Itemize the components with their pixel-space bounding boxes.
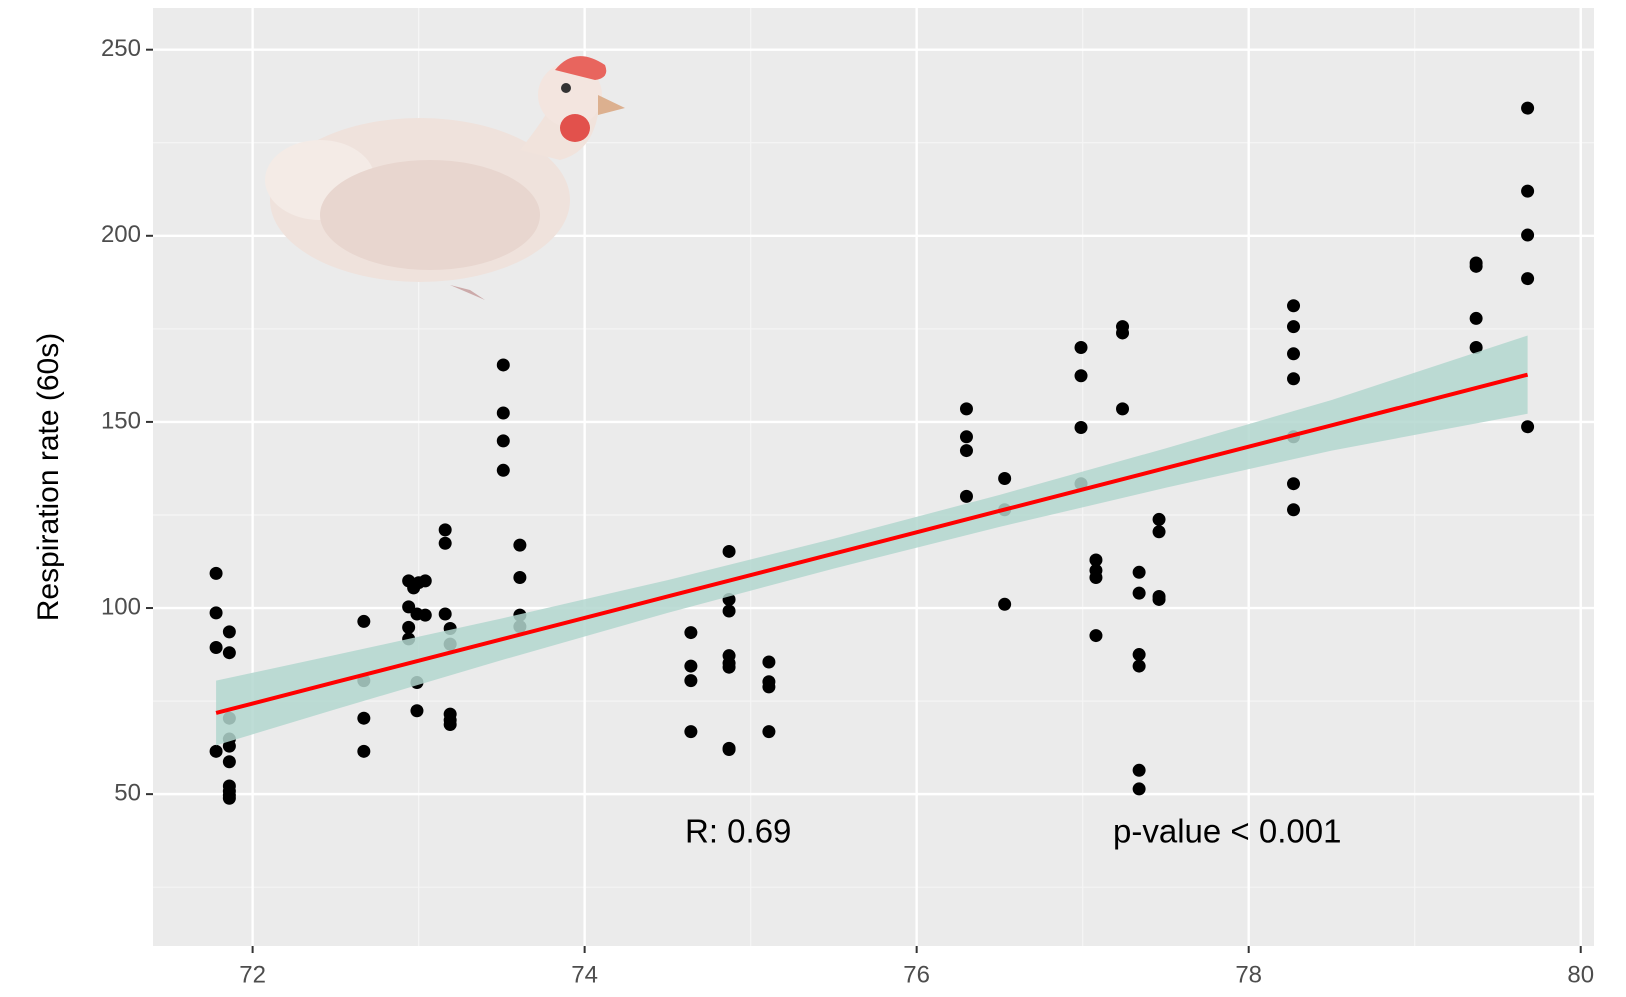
point bbox=[438, 536, 452, 550]
regression-line bbox=[215, 372, 1529, 715]
point bbox=[762, 680, 776, 694]
point bbox=[722, 544, 736, 558]
point bbox=[1132, 586, 1146, 600]
point bbox=[407, 581, 421, 595]
point bbox=[438, 523, 452, 537]
point bbox=[722, 604, 736, 618]
x-tick-label: 74 bbox=[571, 961, 598, 988]
y-tick-label: 100 bbox=[101, 593, 141, 620]
point bbox=[1132, 763, 1146, 777]
point bbox=[496, 463, 510, 477]
point bbox=[1152, 592, 1166, 606]
point bbox=[959, 430, 973, 444]
point bbox=[357, 744, 371, 758]
point bbox=[1287, 299, 1301, 313]
point bbox=[1469, 259, 1483, 273]
point bbox=[222, 755, 236, 769]
point bbox=[684, 626, 698, 640]
y-axis-label: Respiration rate (60s) bbox=[32, 333, 65, 621]
y-tick-label: 150 bbox=[101, 407, 141, 434]
point bbox=[443, 718, 457, 732]
annotation: R: 0.69 bbox=[685, 813, 791, 850]
point bbox=[418, 608, 432, 622]
point bbox=[513, 538, 527, 552]
point bbox=[209, 606, 223, 620]
point bbox=[357, 614, 371, 628]
point bbox=[722, 742, 736, 756]
point bbox=[496, 434, 510, 448]
point bbox=[1089, 571, 1103, 584]
y-tick-label: 50 bbox=[114, 779, 141, 806]
point bbox=[1287, 477, 1301, 491]
point bbox=[1287, 320, 1301, 334]
point bbox=[1089, 629, 1103, 643]
point bbox=[1132, 565, 1146, 579]
point bbox=[1089, 553, 1103, 567]
x-tick-label: 80 bbox=[1567, 961, 1594, 988]
point bbox=[1521, 228, 1535, 242]
point bbox=[1521, 420, 1535, 434]
point bbox=[1521, 184, 1535, 198]
point bbox=[222, 625, 236, 639]
point bbox=[1074, 420, 1088, 434]
point bbox=[1521, 101, 1535, 115]
point bbox=[1132, 782, 1146, 796]
point bbox=[357, 711, 371, 725]
point bbox=[222, 788, 236, 802]
chicken-image bbox=[265, 56, 625, 300]
y-tick-label: 250 bbox=[101, 35, 141, 62]
point bbox=[1287, 347, 1301, 361]
point bbox=[959, 489, 973, 503]
point bbox=[684, 725, 698, 739]
point bbox=[1469, 311, 1483, 325]
point bbox=[1116, 326, 1130, 340]
point bbox=[1287, 503, 1301, 517]
confidence-band bbox=[216, 335, 1528, 746]
annotation: p-value < 0.001 bbox=[1113, 813, 1341, 850]
point bbox=[438, 607, 452, 621]
marks bbox=[209, 101, 1535, 805]
point bbox=[998, 597, 1012, 611]
point bbox=[1074, 340, 1088, 354]
point bbox=[496, 406, 510, 420]
point bbox=[209, 566, 223, 580]
point bbox=[209, 640, 223, 654]
x-tick-label: 78 bbox=[1235, 961, 1262, 988]
point bbox=[998, 471, 1012, 485]
point bbox=[959, 444, 973, 458]
point bbox=[959, 402, 973, 416]
point bbox=[722, 660, 736, 674]
x-tick-label: 76 bbox=[903, 961, 930, 988]
x-tick-label: 72 bbox=[239, 961, 266, 988]
point bbox=[418, 574, 432, 588]
y-tick-label: 200 bbox=[101, 221, 141, 248]
point bbox=[1074, 369, 1088, 383]
point bbox=[762, 725, 776, 739]
point bbox=[222, 739, 236, 753]
point bbox=[1469, 340, 1483, 354]
point bbox=[762, 655, 776, 669]
point bbox=[1287, 372, 1301, 386]
point bbox=[1521, 272, 1535, 286]
point bbox=[1152, 512, 1166, 526]
point bbox=[496, 358, 510, 372]
point bbox=[513, 571, 527, 584]
point bbox=[1116, 402, 1130, 416]
point bbox=[1132, 659, 1146, 673]
point bbox=[410, 704, 424, 718]
point bbox=[1132, 648, 1146, 662]
point bbox=[1152, 525, 1166, 539]
point bbox=[684, 659, 698, 673]
point bbox=[402, 620, 416, 634]
point bbox=[209, 744, 223, 758]
point bbox=[222, 646, 236, 660]
point bbox=[684, 674, 698, 688]
